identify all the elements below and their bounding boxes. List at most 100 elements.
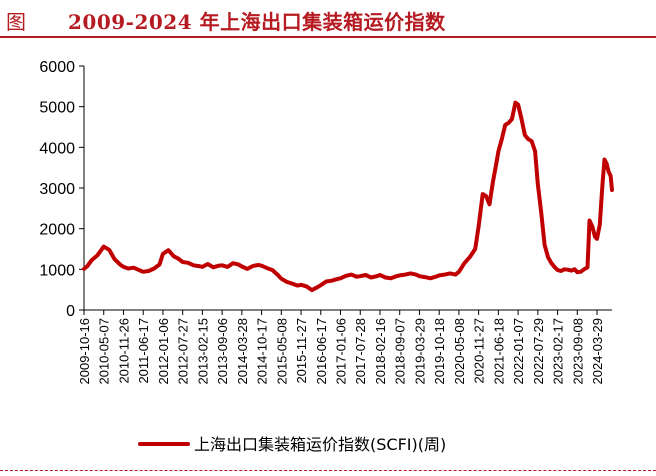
data-point — [118, 263, 122, 266]
data-point — [540, 211, 543, 214]
data-point — [152, 267, 156, 270]
data-point — [240, 265, 244, 268]
y-tick-label: 1000 — [39, 262, 75, 279]
data-point — [181, 260, 184, 264]
legend-label: 上海出口集装箱运价指数(SCFI)(周) — [194, 435, 446, 454]
x-tick-label: 2022-01-07 — [511, 318, 526, 385]
data-point — [299, 283, 303, 286]
data-point — [102, 245, 105, 248]
data-point — [127, 267, 130, 270]
y-tick-label: 5000 — [39, 100, 75, 117]
data-point — [454, 273, 457, 276]
data-point — [423, 275, 427, 279]
x-tick-label: 2019-03-29 — [412, 318, 427, 385]
data-point — [265, 266, 269, 270]
data-point — [504, 123, 507, 127]
data-point — [404, 273, 407, 276]
legend: 上海出口集装箱运价指数(SCFI)(周) — [138, 435, 446, 454]
data-point — [559, 269, 563, 273]
data-point — [429, 277, 432, 280]
data-point — [586, 266, 589, 269]
data-point — [108, 248, 111, 251]
y-tick-label: 3000 — [39, 181, 75, 198]
data-point — [533, 150, 537, 153]
data-point — [495, 162, 498, 165]
data-point — [161, 252, 165, 256]
data-point — [192, 264, 195, 267]
y-tick-label: 2000 — [39, 222, 75, 239]
data-point — [226, 265, 229, 269]
data-point — [610, 188, 614, 192]
data-point — [605, 162, 608, 165]
data-point — [276, 273, 280, 277]
data-point — [122, 265, 125, 269]
data-point — [520, 117, 523, 121]
series-layer — [82, 100, 614, 293]
x-tick-label: 2015-11-27 — [294, 318, 309, 384]
data-point — [237, 263, 240, 266]
x-tick-label: 2018-09-07 — [393, 318, 408, 385]
data-point — [206, 262, 209, 266]
data-point — [96, 253, 99, 257]
series-line-scfi — [82, 100, 614, 293]
x-tick-label: 2009-10-16 — [77, 318, 92, 385]
x-tick-label: 2019-10-18 — [432, 318, 447, 385]
data-point — [220, 264, 224, 267]
data-point — [593, 235, 597, 238]
data-point — [550, 262, 553, 265]
bottom-divider — [0, 470, 656, 471]
data-point — [573, 268, 576, 271]
data-point — [607, 170, 610, 173]
data-point — [197, 264, 201, 268]
data-point — [579, 270, 582, 273]
x-tick-label: 2021-06-18 — [491, 318, 506, 385]
data-point — [398, 274, 401, 277]
data-point — [177, 257, 180, 260]
figure-label: 图 — [6, 10, 26, 34]
data-point — [582, 268, 586, 271]
x-tick-label: 2018-02-16 — [373, 318, 388, 385]
data-point — [409, 272, 412, 275]
data-point — [147, 269, 150, 273]
x-tick-label: 2012-07-27 — [176, 318, 191, 385]
x-tick-label: 2014-10-17 — [255, 318, 270, 385]
data-point — [316, 286, 319, 289]
data-point — [566, 268, 569, 271]
data-point — [389, 277, 393, 280]
data-point — [484, 194, 488, 198]
data-point — [113, 258, 116, 261]
data-point — [359, 275, 362, 278]
data-point — [414, 273, 418, 276]
data-point — [172, 255, 175, 258]
x-tick-label: 2011-06-17 — [136, 318, 151, 384]
data-point — [491, 180, 495, 184]
data-point — [463, 262, 466, 265]
data-point — [527, 138, 530, 141]
data-point — [82, 267, 86, 271]
data-point — [339, 277, 342, 280]
data-point — [217, 264, 220, 267]
x-tick-label: 2010-11-26 — [116, 318, 131, 384]
data-point — [305, 285, 308, 288]
x-tick-label: 2012-01-06 — [156, 318, 171, 385]
data-point — [186, 261, 190, 264]
y-axis: 0 1000 2000 3000 4000 5000 6000 — [39, 59, 85, 320]
data-point — [609, 174, 612, 177]
data-point — [90, 259, 93, 262]
x-tick-label: 2010-05-07 — [97, 318, 112, 385]
data-point — [514, 101, 517, 104]
data-point — [434, 275, 437, 278]
data-point — [457, 270, 461, 273]
data-point — [86, 264, 89, 268]
x-tick-label: 2020-11-27 — [472, 318, 487, 384]
data-point — [481, 192, 484, 196]
x-tick-label: 2017-01-06 — [334, 318, 349, 385]
data-point — [543, 243, 546, 247]
data-point — [296, 284, 299, 287]
x-tick-label: 2022-07-29 — [531, 318, 546, 385]
data-point — [448, 272, 452, 275]
x-tick-label: 2023-09-08 — [570, 318, 585, 385]
data-point — [576, 271, 579, 274]
data-point — [344, 274, 348, 277]
